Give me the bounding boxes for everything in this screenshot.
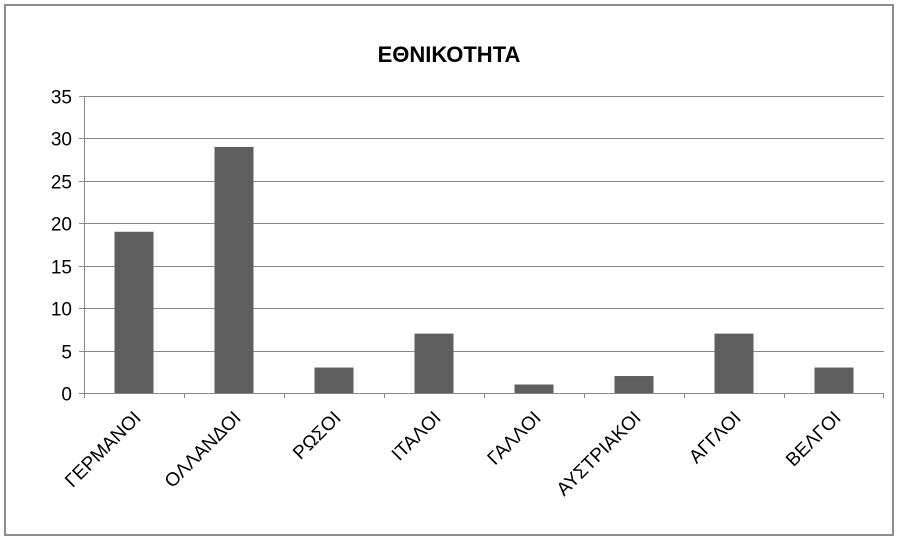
x-tick-labels: ΓΕΡΜΑΝΟΙ ΟΛΛΑΝΔΟΙ ΡΩΣΟΙ ΙΤΑΛΟΙ ΓΑΛΛΟΙ ΑΥΣΤΡΙΑ… [61,408,845,501]
x-tick-label: ΡΩΣΟΙ [289,408,345,464]
y-tick-label: 15 [51,258,72,279]
chart-title: ΕΘΝΙΚΟΤΗΤΑ [377,42,521,67]
y-tick-label: 10 [51,300,72,321]
x-tick-label: ΑΓΓΛΟΙ [685,408,745,468]
bar [414,333,454,393]
y-tick-label: 20 [51,215,72,236]
x-tick-label: ΟΛΛΑΝΔΟΙ [161,408,246,493]
y-tick-label: 0 [61,385,72,406]
gridlines [84,96,884,352]
y-tick-label: 35 [51,88,72,109]
bars [114,146,854,393]
bar [614,376,654,393]
x-tick-label: ΒΕΛΓΟΙ [782,408,845,471]
x-tick-label: ΑΥΣΤΡΙΑΚΟΙ [553,408,646,501]
y-tick-label: 30 [51,130,72,151]
y-tick-label: 25 [51,173,72,194]
x-tick-label: ΙΤΑΛΟΙ [388,408,446,466]
bar [114,231,154,393]
bar [214,146,254,393]
bar [814,367,854,393]
y-tick-label: 5 [61,343,72,364]
axes [79,96,884,398]
bar [714,333,754,393]
x-tick-label: ΓΑΛΛΟΙ [484,408,546,470]
x-tick-label: ΓΕΡΜΑΝΟΙ [61,408,145,492]
bar [514,384,554,393]
y-tick-labels: 0 5 10 15 20 25 30 35 [51,88,72,406]
bar [314,367,354,393]
